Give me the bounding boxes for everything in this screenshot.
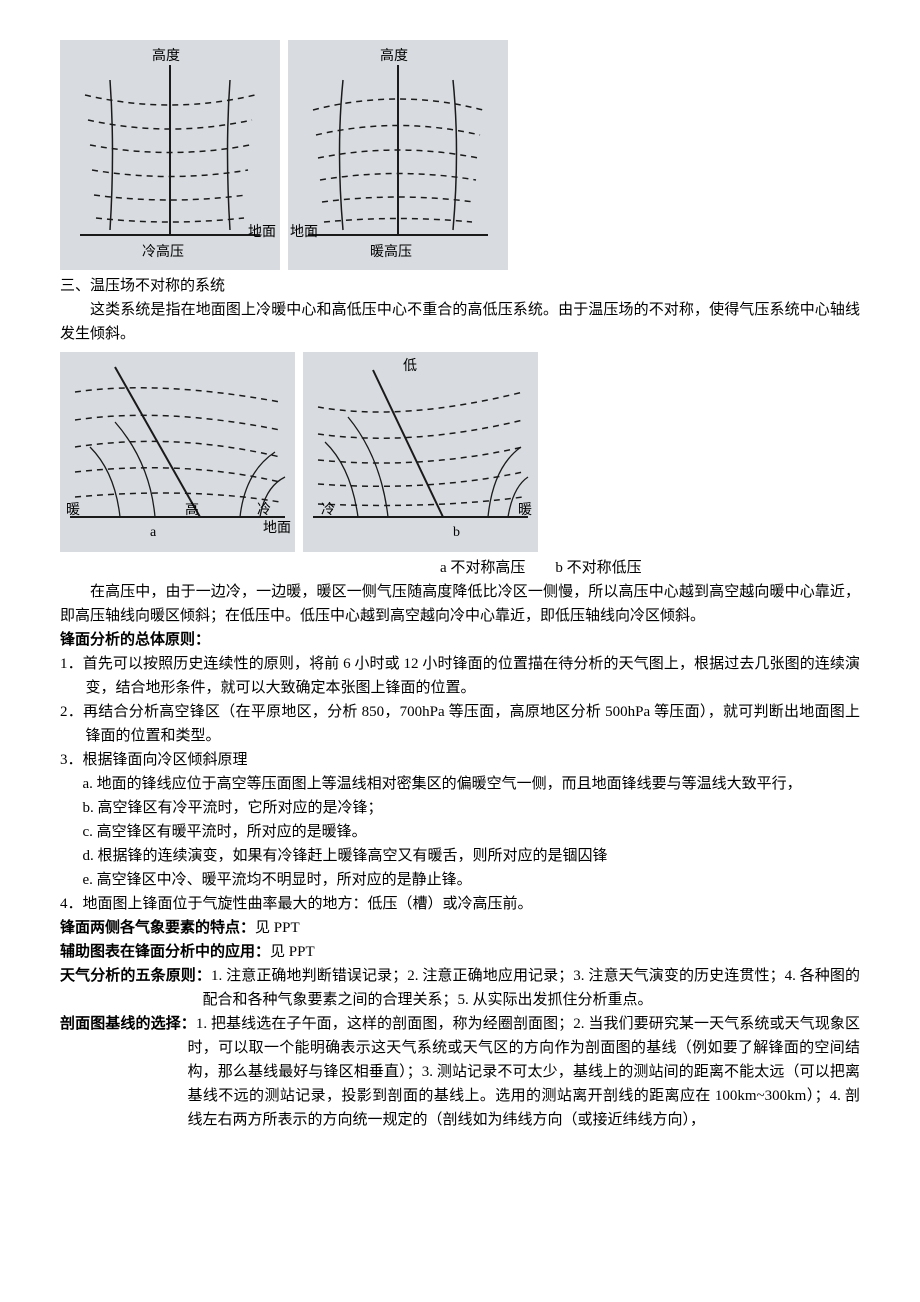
principle-3-sublist: a. 地面的锋线应位于高空等压面图上等温线相对密集区的偏暖空气一侧，而且地面锋线…	[60, 772, 860, 892]
sub-c: c. 高空锋区有暖平流时，所对应的是暖锋。	[83, 820, 861, 844]
section-3-heading: 三、温压场不对称的系统	[60, 274, 860, 298]
label-low: 低	[403, 356, 417, 378]
frontal-principles-list: 1．首先可以按照历史连续性的原则，将前 6 小时或 12 小时锋面的位置描在待分…	[60, 652, 860, 772]
label-b: b	[453, 522, 460, 544]
label-altitude: 高度	[152, 46, 180, 68]
label-warm: 暖	[518, 500, 532, 522]
label-cold-high: 冷高压	[142, 242, 184, 264]
section-3-paragraph: 这类系统是指在地面图上冷暖中心和高低压中心不重合的高低压系统。由于温压场的不对称…	[60, 298, 860, 346]
principle-4: 4．地面图上锋面位于气旋性曲率最大的地方：低压（槽）或冷高压前。	[60, 892, 860, 916]
label-warm: 暖	[66, 500, 80, 522]
figure-2-caption: a 不对称高压 b 不对称低压	[60, 556, 860, 580]
frontal-principles-title: 锋面分析的总体原则：	[60, 628, 860, 652]
para-high-low-explanation: 在高压中，由于一边冷，一边暖，暖区一侧气压随高度降低比冷区一侧慢，所以高压中心越…	[60, 580, 860, 628]
sub-a: a. 地面的锋线应位于高空等压面图上等温线相对密集区的偏暖空气一侧，而且地面锋线…	[83, 772, 861, 796]
label-ground: 地面	[263, 518, 291, 540]
label-a: a	[150, 522, 156, 544]
label-cold: 冷	[321, 500, 335, 522]
sub-b: b. 高空锋区有冷平流时，它所对应的是冷锋；	[83, 796, 861, 820]
five-principles: 天气分析的五条原则：1. 注意正确地判断错误记录；2. 注意正确地应用记录；3.…	[60, 964, 860, 1012]
figure-symmetric-systems: 高度 地面 冷高压 高度 地面 暖高压	[60, 40, 860, 270]
frontal-principles-list-cont: 4．地面图上锋面位于气旋性曲率最大的地方：低压（槽）或冷高压前。	[60, 892, 860, 916]
figure-warm-high: 高度 地面 暖高压	[288, 40, 508, 270]
label-high: 高	[185, 500, 199, 522]
principle-2: 2．再结合分析高空锋区（在平原地区，分析 850，700hPa 等压面，高原地区…	[60, 700, 860, 748]
figure-asym-low: 低 冷 暖 b	[303, 352, 538, 552]
label-ground: 地面	[290, 222, 318, 244]
figure-asym-high: 暖 高 冷 a 地面	[60, 352, 295, 552]
sub-d: d. 根据锋的连续演变，如果有冷锋赶上暖锋高空又有暖舌，则所对应的是锢囚锋	[83, 844, 861, 868]
two-sides-line: 锋面两侧各气象要素的特点：见 PPT	[60, 916, 860, 940]
figure-cold-high: 高度 地面 冷高压	[60, 40, 280, 270]
label-altitude: 高度	[380, 46, 408, 68]
principle-1: 1．首先可以按照历史连续性的原则，将前 6 小时或 12 小时锋面的位置描在待分…	[60, 652, 860, 700]
sub-e: e. 高空锋区中冷、暖平流均不明显时，所对应的是静止锋。	[83, 868, 861, 892]
principle-3: 3．根据锋面向冷区倾斜原理	[60, 748, 860, 772]
baseline-selection: 剖面图基线的选择：1. 把基线选在子午面，这样的剖面图，称为经圈剖面图；2. 当…	[60, 1012, 860, 1132]
aux-charts-line: 辅助图表在锋面分析中的应用：见 PPT	[60, 940, 860, 964]
figure-asymmetric-systems: 暖 高 冷 a 地面 低 冷 暖 b	[60, 352, 860, 552]
label-warm-high: 暖高压	[370, 242, 412, 264]
label-ground: 地面	[248, 222, 276, 244]
